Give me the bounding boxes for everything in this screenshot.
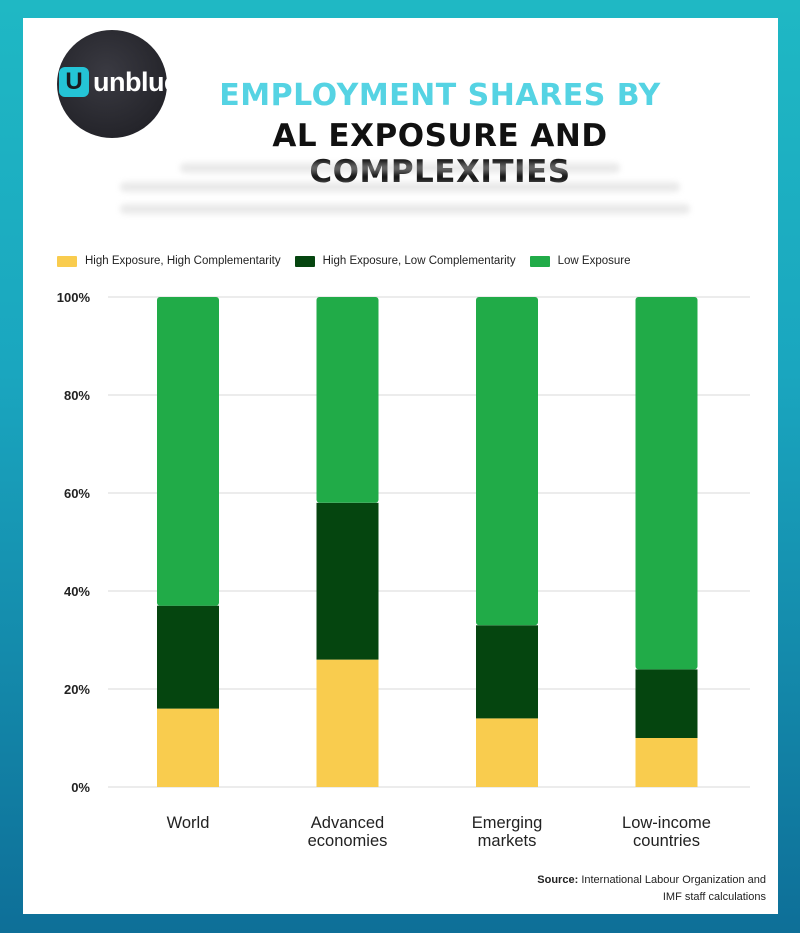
- chart-legend: High Exposure, High Complementarity High…: [57, 253, 645, 269]
- bar-segment-high-low: [635, 669, 698, 738]
- legend-label: High Exposure, Low Complementarity: [322, 255, 516, 267]
- legend-swatch: [294, 255, 315, 267]
- x-category-label: Low-income: [622, 814, 711, 832]
- title-line-1: EMPLOYMENT SHARES BY: [219, 78, 661, 113]
- y-tick-label: 60%: [64, 486, 90, 501]
- blurred-subtitle-line: [180, 163, 620, 173]
- legend-item-high-low: High Exposure, Low Complementarity: [294, 255, 516, 267]
- bar-segment-high-high: [476, 718, 538, 787]
- bar-segment-high-high: [157, 708, 219, 787]
- brand-logo: U unblue: [57, 30, 179, 138]
- logo-mark: U: [59, 67, 89, 97]
- legend-label: Low Exposure: [557, 255, 631, 267]
- y-tick-label: 80%: [64, 388, 90, 403]
- x-category-label: countries: [633, 832, 700, 850]
- y-tick-label: 40%: [64, 584, 90, 599]
- x-category-label: Emerging: [472, 814, 543, 832]
- source-line-1: International Labour Organization and: [581, 874, 766, 886]
- legend-item-high-high: High Exposure, High Complementarity: [57, 255, 281, 267]
- x-category-label: economies: [308, 832, 388, 850]
- y-tick-label: 20%: [64, 682, 90, 697]
- y-tick-label: 100%: [57, 290, 91, 305]
- bar-segment-high-high: [635, 738, 698, 787]
- bar-segment-low-exposure: [476, 297, 538, 626]
- legend-label: High Exposure, High Complementarity: [85, 255, 281, 267]
- title-line-2: AL EXPOSURE AND COMPLEXITIES: [272, 118, 608, 190]
- source-label: Source:: [537, 874, 579, 886]
- blurred-subtitle-line: [120, 182, 680, 192]
- bar-segment-high-high: [316, 659, 379, 787]
- bar-segment-low-exposure: [157, 297, 219, 606]
- blurred-subtitle-line: [120, 204, 690, 214]
- logo-text: unblue: [93, 67, 179, 97]
- bar-segment-high-low: [476, 625, 538, 719]
- x-category-label: markets: [478, 832, 537, 850]
- legend-item-low: Low Exposure: [529, 255, 631, 267]
- legend-swatch: [529, 255, 550, 267]
- bar-segment-low-exposure: [316, 297, 379, 503]
- x-category-label: World: [167, 814, 210, 832]
- bar-segment-high-low: [157, 605, 219, 709]
- bar-segment-low-exposure: [635, 297, 698, 670]
- source-note: Source: International Labour Organizatio…: [466, 872, 766, 906]
- y-tick-label: 0%: [71, 780, 90, 795]
- bar-segment-high-low: [316, 502, 379, 660]
- source-line-2: IMF staff calculations: [662, 891, 766, 903]
- x-category-label: Advanced: [311, 814, 384, 832]
- legend-swatch: [57, 255, 77, 267]
